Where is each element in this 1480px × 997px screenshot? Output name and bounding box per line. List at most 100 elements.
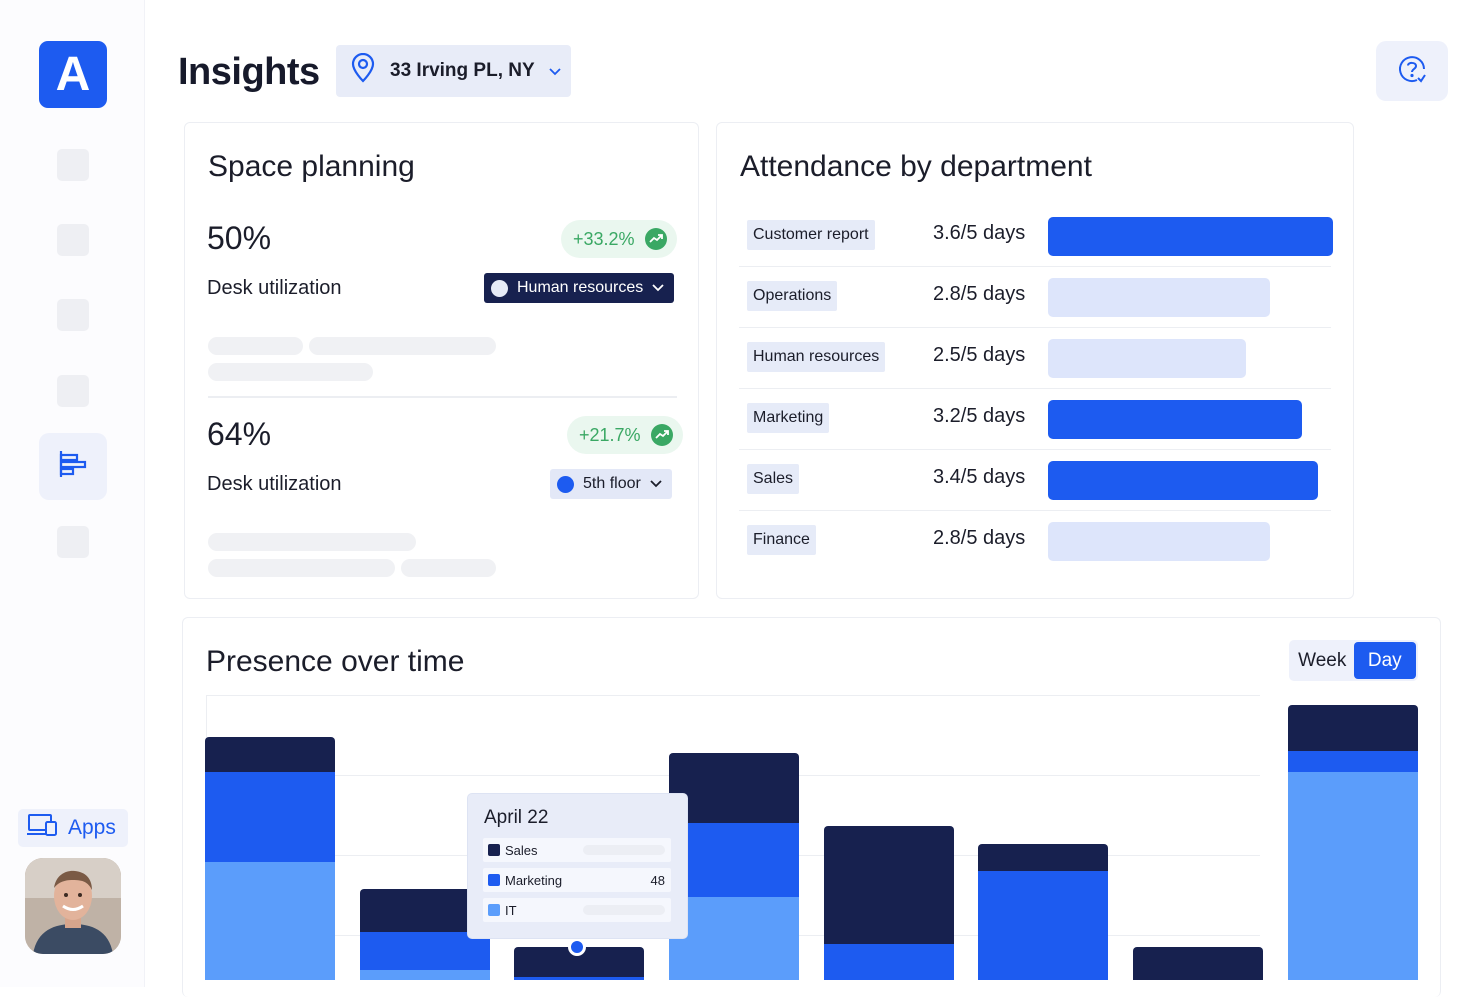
floor-filter[interactable]: 5th floor bbox=[550, 469, 672, 499]
trend-up-icon bbox=[644, 228, 667, 250]
trend-value: +33.2% bbox=[573, 228, 635, 249]
gridline bbox=[206, 695, 1260, 696]
skeleton-line bbox=[208, 559, 395, 577]
skeleton-value bbox=[583, 845, 665, 855]
apps-button[interactable]: Apps bbox=[18, 809, 128, 847]
nav-item-placeholder[interactable] bbox=[57, 375, 89, 407]
attendance-row: Operations 2.8/5 days bbox=[739, 267, 1331, 328]
chevron-down-icon bbox=[650, 475, 662, 493]
chart-bar-segment[interactable] bbox=[669, 897, 799, 980]
tooltip-value: 48 bbox=[650, 872, 665, 888]
skeleton-line bbox=[309, 337, 496, 355]
devices-icon bbox=[26, 813, 58, 843]
chart-bar-segment[interactable] bbox=[1288, 751, 1418, 772]
presence-title: Presence over time bbox=[206, 645, 465, 678]
metric-label: Desk utilization bbox=[207, 473, 342, 495]
department-label: Customer report bbox=[747, 220, 875, 250]
tooltip-row-marketing: Marketing 48 bbox=[483, 868, 671, 892]
attendance-bar bbox=[1048, 400, 1302, 439]
skeleton-line bbox=[208, 337, 303, 355]
attendance-row: Sales 3.4/5 days bbox=[739, 450, 1331, 511]
chart-bar-segment[interactable] bbox=[205, 862, 335, 980]
attendance-days: 3.2/5 days bbox=[933, 405, 1026, 427]
chart-bar-segment[interactable] bbox=[824, 944, 954, 980]
chevron-down-icon bbox=[549, 60, 561, 82]
legend-swatch bbox=[488, 844, 500, 856]
sidebar: A Apps bbox=[0, 0, 145, 987]
tooltip-row-sales: Sales bbox=[483, 838, 671, 862]
hover-marker bbox=[568, 938, 586, 956]
chart-bar-segment[interactable] bbox=[205, 772, 335, 862]
nav-item-placeholder[interactable] bbox=[57, 224, 89, 256]
divider bbox=[208, 396, 677, 398]
attendance-days: 2.8/5 days bbox=[933, 283, 1026, 305]
tooltip-label: Marketing bbox=[505, 872, 563, 888]
attendance-title: Attendance by department bbox=[740, 150, 1092, 183]
attendance-days: 2.8/5 days bbox=[933, 527, 1026, 549]
skeleton-value bbox=[583, 905, 665, 915]
attendance-bar bbox=[1048, 339, 1246, 378]
department-filter[interactable]: Human resources bbox=[484, 273, 675, 303]
space-planning-card: Space planning 50% +33.2% Desk utilizati… bbox=[184, 122, 699, 599]
attendance-days: 2.5/5 days bbox=[933, 344, 1026, 366]
filter-dot bbox=[557, 475, 574, 493]
department-label: Human resources bbox=[747, 342, 886, 372]
attendance-card: Attendance by department Customer report… bbox=[716, 122, 1354, 599]
toggle-day[interactable]: Day bbox=[1353, 642, 1416, 679]
toggle-week[interactable]: Week bbox=[1298, 649, 1347, 671]
attendance-row: Human resources 2.5/5 days bbox=[739, 328, 1331, 389]
trend-badge: +21.7% bbox=[567, 416, 683, 454]
tooltip-row-it: IT bbox=[483, 898, 671, 922]
filter-label: Human resources bbox=[517, 279, 644, 296]
chart-bar-segment[interactable] bbox=[978, 844, 1108, 871]
nav-item-placeholder[interactable] bbox=[57, 149, 89, 181]
nav-item-placeholder[interactable] bbox=[57, 299, 89, 331]
help-icon bbox=[1397, 54, 1427, 89]
attendance-bar bbox=[1048, 522, 1270, 561]
bar-chart-icon bbox=[58, 450, 88, 483]
help-button[interactable] bbox=[1376, 41, 1448, 101]
tooltip-label: IT bbox=[505, 902, 517, 918]
chart-bar-segment[interactable] bbox=[669, 753, 799, 823]
department-label: Finance bbox=[747, 525, 816, 555]
page-title: Insights bbox=[178, 51, 320, 93]
skeleton-line bbox=[208, 533, 416, 551]
attendance-bar bbox=[1048, 278, 1270, 317]
chart-bar-segment[interactable] bbox=[1288, 772, 1418, 980]
chart-bar-segment[interactable] bbox=[360, 970, 490, 980]
chart-tooltip: April 22 Sales Marketing 48 IT bbox=[467, 793, 688, 939]
attendance-days: 3.4/5 days bbox=[933, 466, 1026, 488]
location-label: 33 Irving PL, NY bbox=[390, 60, 535, 81]
space-planning-title: Space planning bbox=[208, 150, 415, 183]
department-label: Marketing bbox=[747, 403, 830, 433]
chart-bar-segment[interactable] bbox=[824, 826, 954, 944]
chart-bar-segment[interactable] bbox=[978, 871, 1108, 980]
attendance-row: Finance 2.8/5 days bbox=[739, 511, 1331, 572]
period-toggle: Week Day bbox=[1289, 640, 1418, 681]
tooltip-label: Sales bbox=[505, 842, 538, 858]
metric-value: 50% bbox=[207, 220, 272, 256]
chart-bar-segment[interactable] bbox=[1288, 705, 1418, 751]
chart-bar-segment[interactable] bbox=[205, 737, 335, 772]
app-logo[interactable]: A bbox=[39, 41, 107, 108]
location-selector[interactable]: 33 Irving PL, NY bbox=[336, 45, 571, 97]
chart-bar-segment[interactable] bbox=[514, 977, 644, 980]
trend-value: +21.7% bbox=[579, 424, 641, 445]
map-pin-icon bbox=[350, 52, 376, 89]
attendance-bar bbox=[1048, 217, 1333, 256]
nav-item-insights[interactable] bbox=[39, 433, 107, 500]
legend-swatch bbox=[488, 874, 500, 886]
nav-item-placeholder[interactable] bbox=[57, 526, 89, 558]
attendance-bar bbox=[1048, 461, 1318, 500]
chart-bar-segment[interactable] bbox=[1133, 947, 1263, 980]
avatar[interactable] bbox=[25, 858, 121, 954]
trend-badge: +33.2% bbox=[561, 220, 677, 258]
filter-label: 5th floor bbox=[583, 475, 641, 492]
chart-bar-segment[interactable] bbox=[669, 823, 799, 897]
chart-bar-segment[interactable] bbox=[360, 932, 490, 970]
department-label: Operations bbox=[747, 281, 838, 311]
skeleton-line bbox=[208, 363, 373, 381]
legend-swatch bbox=[488, 904, 500, 916]
metric-label: Desk utilization bbox=[207, 277, 342, 299]
chevron-down-icon bbox=[652, 279, 664, 297]
